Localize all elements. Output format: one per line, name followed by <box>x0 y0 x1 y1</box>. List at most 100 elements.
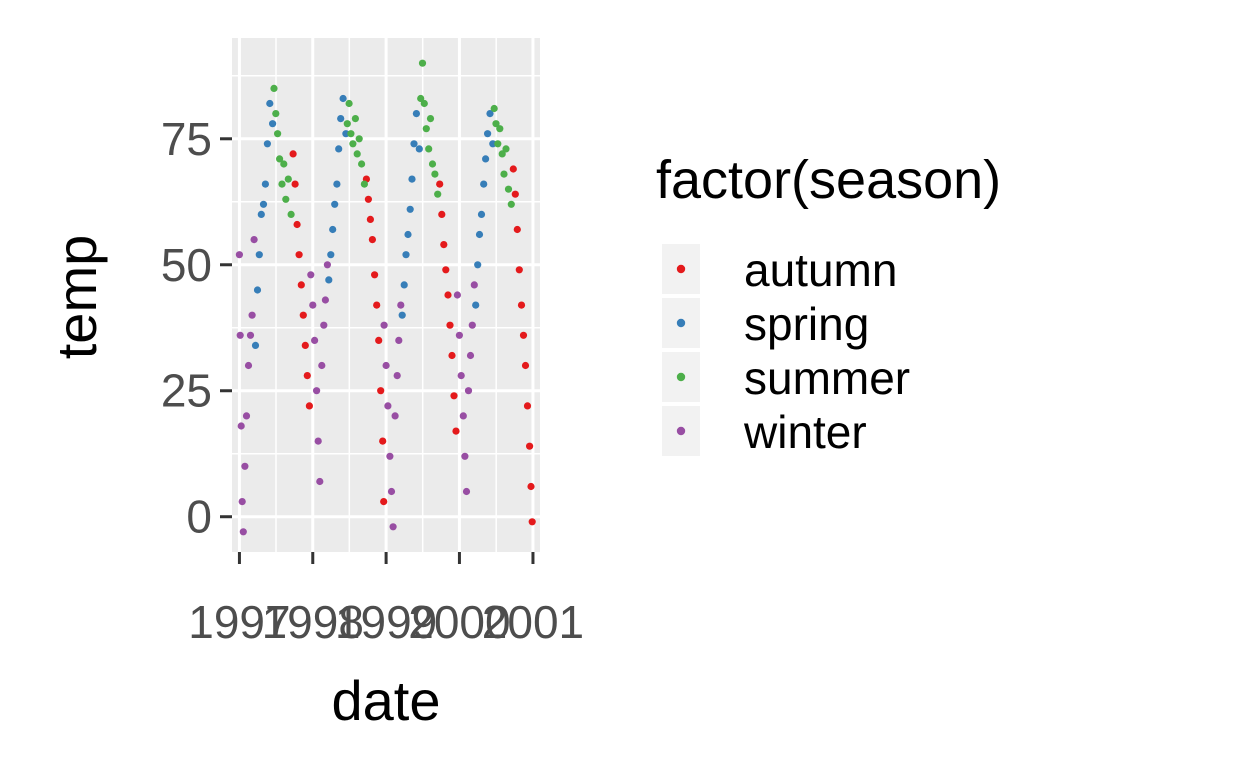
data-point-winter <box>386 452 394 460</box>
data-point-summer <box>426 115 435 123</box>
data-point-spring <box>337 115 345 123</box>
data-point-summer <box>500 170 508 178</box>
data-point-spring <box>486 110 494 118</box>
data-point-summer <box>498 150 506 158</box>
data-point-summer <box>431 170 439 178</box>
data-point-winter <box>389 523 397 531</box>
data-point-winter <box>309 301 317 309</box>
data-point-summer <box>349 140 357 148</box>
data-point-summer <box>358 160 366 168</box>
data-point-spring <box>489 140 497 148</box>
data-point-winter <box>238 498 246 506</box>
legend-marker-autumn <box>676 264 686 274</box>
data-point-summer <box>287 210 295 218</box>
data-point-spring <box>331 200 339 208</box>
data-point-summer <box>496 125 504 133</box>
data-point-autumn <box>380 498 388 506</box>
y-tick-label: 75 <box>161 113 212 165</box>
data-points <box>235 59 536 536</box>
data-point-autumn <box>289 150 297 158</box>
data-point-winter <box>457 372 465 380</box>
data-point-winter <box>387 487 396 496</box>
data-point-autumn <box>375 336 383 344</box>
data-point-autumn <box>379 437 387 445</box>
data-point-spring <box>325 276 333 284</box>
data-point-spring <box>474 261 482 269</box>
data-point-winter <box>313 387 321 395</box>
data-point-spring <box>342 130 350 138</box>
x-axis-title: date <box>332 669 441 732</box>
data-point-summer <box>355 135 363 143</box>
data-point-spring <box>410 140 418 148</box>
data-point-winter <box>250 236 258 244</box>
data-point-spring <box>472 301 480 309</box>
data-point-autumn <box>377 387 385 395</box>
legend-label-summer: summer <box>744 352 910 404</box>
x-tick-label: 1997 <box>188 596 290 648</box>
data-point-autumn <box>301 341 309 349</box>
data-point-summer <box>507 200 515 208</box>
data-point-autumn <box>509 165 517 173</box>
data-point-spring <box>475 230 484 239</box>
data-point-spring <box>251 341 260 349</box>
data-point-summer <box>282 195 290 203</box>
data-point-winter <box>391 412 399 420</box>
data-point-spring <box>480 180 488 188</box>
data-point-autumn <box>366 215 374 223</box>
data-point-summer <box>420 99 428 108</box>
data-point-autumn <box>519 331 528 339</box>
series-summer <box>270 59 515 218</box>
data-point-spring <box>415 145 423 153</box>
data-point-summer <box>418 59 427 67</box>
data-point-summer <box>425 145 433 153</box>
data-point-summer <box>351 115 359 123</box>
data-point-winter <box>237 422 245 430</box>
data-point-summer <box>272 110 280 118</box>
data-point-spring <box>255 251 263 259</box>
series-winter <box>235 236 478 536</box>
data-point-summer <box>343 120 351 128</box>
legend-label-winter: winter <box>743 406 867 458</box>
data-point-autumn <box>452 427 460 435</box>
data-point-summer <box>434 190 442 198</box>
data-point-autumn <box>293 220 301 229</box>
y-tick-label: 25 <box>161 365 212 417</box>
data-point-spring <box>412 110 420 118</box>
data-point-summer <box>270 84 278 92</box>
data-point-summer <box>347 130 355 138</box>
data-point-autumn <box>527 482 535 491</box>
data-point-summer <box>422 125 430 133</box>
data-point-winter <box>453 291 461 299</box>
data-point-winter <box>393 372 401 380</box>
legend-label-autumn: autumn <box>744 244 897 296</box>
data-point-winter <box>395 336 403 344</box>
data-point-autumn <box>303 372 311 380</box>
data-point-summer <box>428 160 437 168</box>
data-point-autumn <box>299 311 307 319</box>
data-point-autumn <box>305 402 313 410</box>
data-point-summer <box>502 145 510 153</box>
data-point-spring <box>408 175 416 183</box>
data-point-spring <box>398 311 406 319</box>
data-point-autumn <box>515 266 523 274</box>
data-point-winter <box>236 331 244 339</box>
data-point-winter <box>462 487 471 496</box>
data-point-winter <box>459 412 467 420</box>
data-point-winter <box>307 271 315 279</box>
data-point-autumn <box>373 301 381 309</box>
data-point-spring <box>339 94 347 103</box>
legend-marker-winter <box>676 426 686 436</box>
data-point-summer <box>345 99 353 108</box>
data-point-autumn <box>291 180 299 188</box>
data-point-summer <box>504 185 513 193</box>
data-point-winter <box>384 402 392 410</box>
data-point-summer <box>274 130 282 138</box>
data-point-spring <box>402 251 410 259</box>
data-point-winter <box>235 251 243 259</box>
data-point-summer <box>353 150 361 158</box>
data-point-winter <box>461 452 469 460</box>
data-point-summer <box>490 104 498 113</box>
